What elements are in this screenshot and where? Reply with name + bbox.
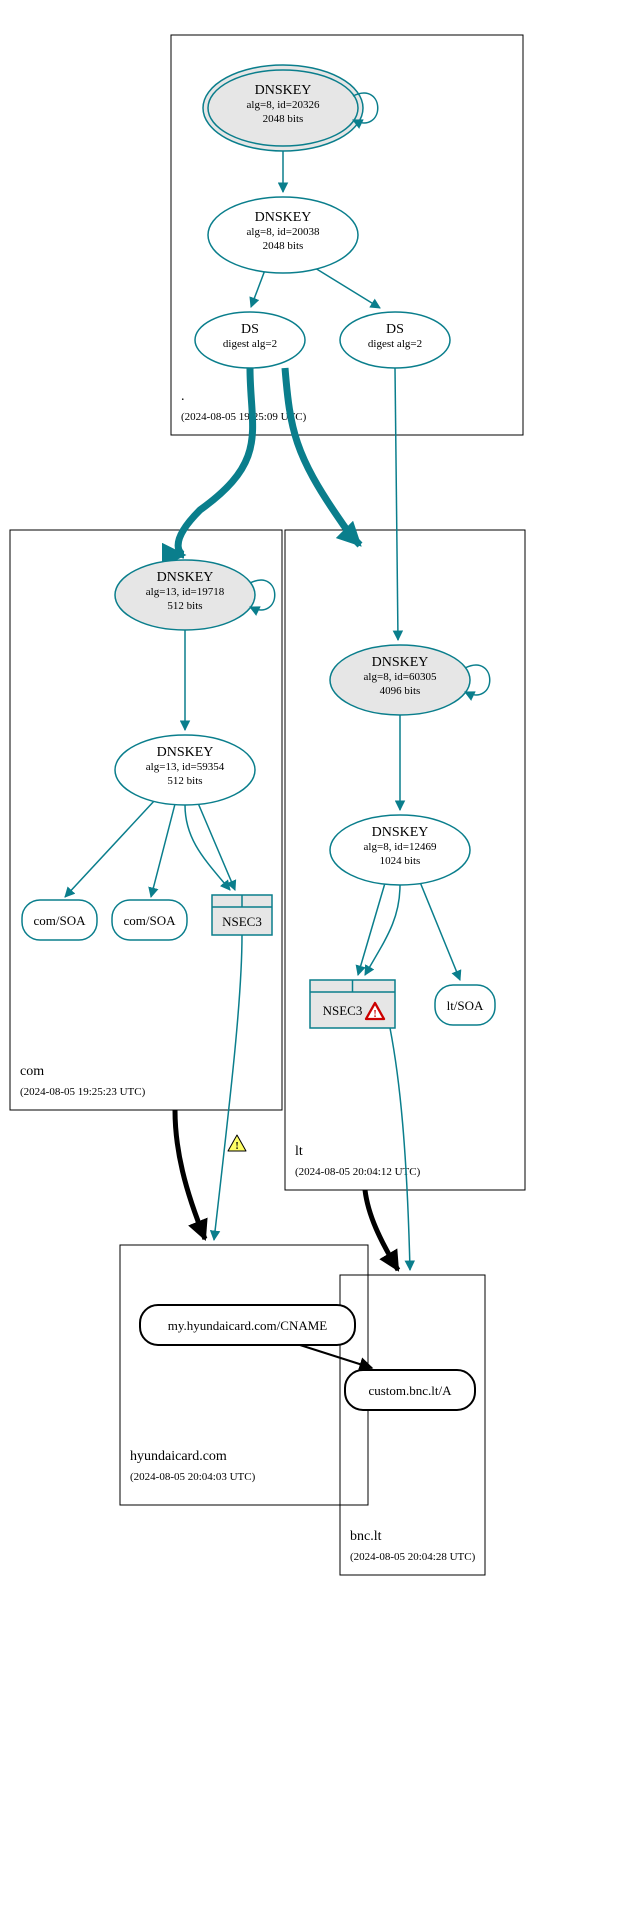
node-line: 512 bits — [167, 600, 202, 612]
node-line: alg=8, id=60305 — [364, 671, 437, 683]
edge-ds_lt-lt_ksk — [395, 368, 398, 640]
edge-lt_nsec3-bnclt — [390, 1028, 410, 1270]
node-line: DNSKEY — [255, 210, 312, 225]
node-label: com/SOA — [124, 913, 177, 928]
zone-hyundaicard — [120, 1245, 368, 1505]
warning-icon: ! — [228, 1135, 246, 1152]
zone-title-hyundaicard: hyundaicard.com — [130, 1449, 227, 1464]
edge-lt_box-bnclt_thick — [365, 1190, 398, 1270]
edge-com_nsec3-hyundaicard — [214, 935, 242, 1240]
node-label: lt/SOA — [447, 998, 484, 1013]
svg-text:!: ! — [235, 1141, 238, 1152]
node-line: 512 bits — [167, 775, 202, 787]
node-label: NSEC3 — [323, 1003, 363, 1018]
node-root_zsk: DNSKEYalg=8, id=20038 2048 bits — [208, 197, 358, 273]
node-line: DNSKEY — [372, 825, 429, 840]
node-line: 2048 bits — [263, 113, 304, 125]
zone-title-bnclt: bnc.lt — [350, 1529, 382, 1544]
zone-title-com: com — [20, 1064, 44, 1079]
edge-root-lt_ksk_thick — [285, 368, 360, 545]
node-line: DS — [386, 322, 404, 337]
edge-com_zsk-com_soa2 — [151, 804, 175, 897]
node-root_ksk: DNSKEYalg=8, id=20326 2048 bits — [203, 65, 378, 151]
zone-timestamp-hyundaicard: (2024-08-05 20:04:03 UTC) — [130, 1471, 256, 1483]
node-com_soa2: com/SOA — [112, 900, 187, 940]
node-label: com/SOA — [34, 913, 87, 928]
node-label: NSEC3 — [222, 914, 262, 929]
node-cname: my.hyundaicard.com/CNAME — [140, 1305, 355, 1345]
node-line: DNSKEY — [157, 745, 214, 760]
edge-com_zsk-com_nsec3 — [198, 803, 235, 890]
node-com_nsec3: NSEC3 — [212, 895, 272, 935]
node-com_soa1: com/SOA — [22, 900, 97, 940]
zone-timestamp-com: (2024-08-05 19:25:23 UTC) — [20, 1086, 146, 1098]
edge-cname-a_rec — [300, 1345, 372, 1368]
node-line: 2048 bits — [263, 240, 304, 252]
edge-com_zsk-com_nsec3_2 — [185, 805, 230, 890]
node-a_rec: custom.bnc.lt/A — [345, 1370, 475, 1410]
node-lt_zsk: DNSKEYalg=8, id=12469 1024 bits — [330, 815, 470, 885]
node-ds_lt: DSdigest alg=2 — [340, 312, 450, 368]
edge-com_zsk-com_soa1 — [65, 800, 155, 897]
edge-com_box-hyundaicard_thick — [175, 1110, 205, 1239]
node-line: DNSKEY — [157, 570, 214, 585]
edge-lt_zsk-lt_nsec3_2 — [365, 885, 400, 975]
edge-lt_zsk-lt_soa — [420, 882, 460, 980]
node-ds_com: DSdigest alg=2 — [195, 312, 305, 368]
node-lt_nsec3: NSEC3! — [310, 980, 395, 1028]
node-line: DS — [241, 322, 259, 337]
zone-title-lt: lt — [295, 1144, 303, 1159]
node-line: alg=8, id=12469 — [364, 841, 437, 853]
edge-ds_com-com_ksk — [178, 368, 253, 555]
node-line: DNSKEY — [372, 655, 429, 670]
node-line: digest alg=2 — [368, 338, 422, 350]
zone-timestamp-lt: (2024-08-05 20:04:12 UTC) — [295, 1166, 421, 1178]
edge-lt_zsk-lt_nsec3 — [358, 883, 385, 975]
node-line: 4096 bits — [380, 685, 421, 697]
zone-timestamp-bnclt: (2024-08-05 20:04:28 UTC) — [350, 1551, 476, 1563]
edge-root_zsk-ds_lt — [315, 268, 380, 308]
node-line: alg=13, id=59354 — [146, 761, 225, 773]
node-line: alg=8, id=20326 — [247, 99, 320, 111]
edge-root_zsk-ds_com — [251, 270, 265, 307]
node-line: 1024 bits — [380, 855, 421, 867]
node-label: my.hyundaicard.com/CNAME — [168, 1318, 328, 1333]
node-line: alg=13, id=19718 — [146, 586, 225, 598]
zone-title-root: . — [181, 389, 185, 404]
node-com_zsk: DNSKEYalg=13, id=59354 512 bits — [115, 735, 255, 805]
node-label: custom.bnc.lt/A — [368, 1383, 452, 1398]
node-lt_soa: lt/SOA — [435, 985, 495, 1025]
node-com_ksk: DNSKEYalg=13, id=19718 512 bits — [115, 560, 275, 630]
node-line: digest alg=2 — [223, 338, 277, 350]
node-lt_ksk: DNSKEYalg=8, id=60305 4096 bits — [330, 645, 490, 715]
node-line: DNSKEY — [255, 83, 312, 98]
error-icon: ! — [373, 1009, 376, 1020]
node-line: alg=8, id=20038 — [247, 226, 320, 238]
